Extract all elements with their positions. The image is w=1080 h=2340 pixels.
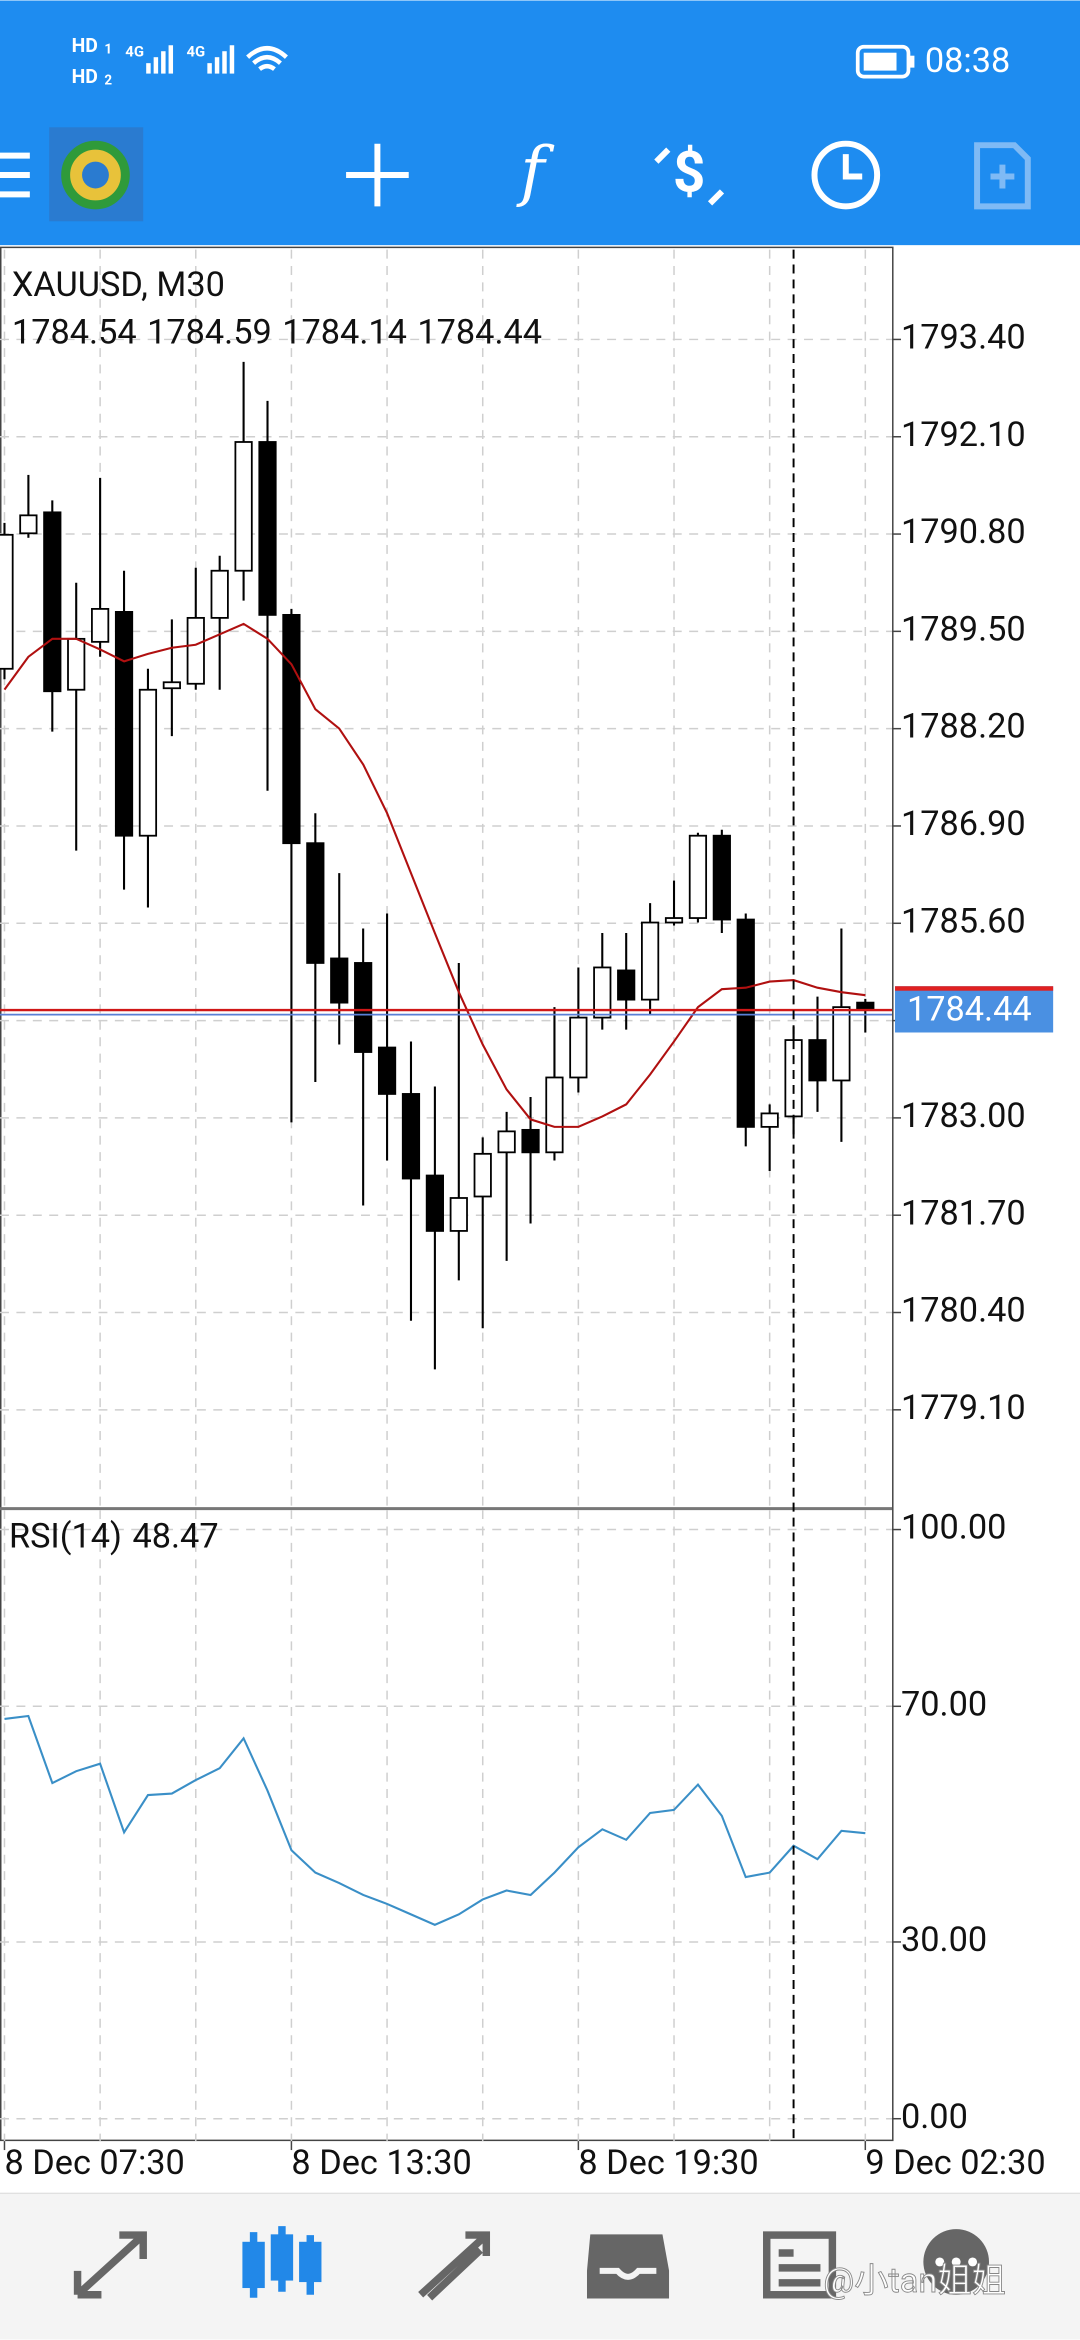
price-tag <box>895 986 1054 1033</box>
trade-button[interactable]: $ <box>654 138 725 205</box>
candle-body <box>330 957 349 1004</box>
toolbar: f $ <box>0 127 1031 222</box>
candle-body <box>234 441 253 572</box>
indicator-name: RSI(14) <box>9 1517 122 1557</box>
nav-settings[interactable] <box>923 2229 990 2295</box>
candle-body <box>449 1197 468 1232</box>
candle-body <box>354 962 373 1053</box>
indicator-value: 48.47 <box>132 1517 218 1557</box>
candle-body <box>521 1128 540 1154</box>
candle-body <box>138 688 158 837</box>
network-label: 4G <box>125 43 144 61</box>
network-label: 2 <box>104 74 112 89</box>
chart-frame <box>0 246 894 2142</box>
menu-button[interactable] <box>0 152 30 198</box>
candle-body <box>425 1174 444 1232</box>
ohlc-close: 1784.44 <box>417 313 542 353</box>
clock: 08:38 <box>925 41 1010 81</box>
plot <box>0 249 893 2142</box>
y-tick-label: 1786.90 <box>901 804 1026 844</box>
candle-body <box>210 569 229 619</box>
x-tick-label: 8 Dec 07:30 <box>4 2143 184 2183</box>
candle-body <box>377 1046 397 1095</box>
y-tick-label: 70.00 <box>901 1684 987 1724</box>
moving-average <box>3 622 866 1128</box>
candle-body <box>162 681 181 690</box>
network-label: 1 <box>104 42 112 57</box>
chart-title: XAUUSD, M30 <box>12 265 225 305</box>
ohlc-open: 1784.54 <box>12 313 137 353</box>
candle-body <box>832 1006 851 1082</box>
candle-body <box>808 1039 827 1082</box>
y-tick-label: 1792.10 <box>901 415 1026 455</box>
candle-body <box>43 511 62 693</box>
candle-body <box>569 1016 588 1079</box>
ohlc-header: 1784.54 1784.59 1784.14 1784.44 <box>12 313 542 353</box>
indicator-line <box>4 1714 866 1926</box>
candle-body <box>688 834 708 919</box>
app-bar <box>0 0 1080 246</box>
x-tick-label: 9 Dec 02:30 <box>865 2143 1045 2183</box>
indicator-title: RSI(14) 48.47 <box>9 1517 219 1557</box>
candle-body <box>91 608 110 643</box>
x-tick-label: 8 Dec 19:30 <box>578 2143 758 2183</box>
candle-body <box>545 1076 564 1154</box>
y-tick-label: 1785.60 <box>901 901 1026 941</box>
nav-icons <box>73 2226 990 2301</box>
ohlc-high: 1784.59 <box>147 313 272 353</box>
crosshair-button[interactable] <box>346 143 409 207</box>
candle-body <box>401 1093 421 1180</box>
bottom-nav <box>0 2193 1080 2340</box>
svg-text:$: $ <box>673 138 706 205</box>
network-label: 4G <box>186 43 205 61</box>
y-tick-label: 1789.50 <box>901 609 1026 649</box>
candle-body <box>0 533 14 670</box>
y-tick-label: 1793.40 <box>901 317 1026 357</box>
app-logo <box>49 127 144 222</box>
candle-body <box>19 514 38 535</box>
status-icons: HD 1 HD 2 4G 4G <box>72 34 915 89</box>
candle-body <box>258 441 277 616</box>
nav-chart[interactable] <box>242 2226 322 2298</box>
candle-body <box>114 611 134 837</box>
price-tag-label: 1784.44 <box>907 990 1032 1030</box>
candle-body <box>306 842 325 964</box>
y-tick-label: 1788.20 <box>901 707 1026 747</box>
y-tick-label: 0.00 <box>901 2097 968 2137</box>
candle-body <box>736 918 755 1128</box>
y-tick-label: 1780.40 <box>901 1291 1026 1331</box>
candle-body <box>282 613 301 845</box>
nav-quotes[interactable] <box>73 2231 147 2299</box>
candle-body <box>641 921 660 1001</box>
period-button[interactable] <box>811 140 881 210</box>
y-tick-label: 100.00 <box>901 1508 1006 1548</box>
nav-trade[interactable] <box>418 2231 491 2301</box>
candle-body <box>67 637 86 691</box>
y-tick-label: 30.00 <box>901 1920 987 1960</box>
candle-body <box>593 966 612 1019</box>
nav-history[interactable] <box>586 2234 670 2299</box>
new-order-button[interactable] <box>974 142 1031 210</box>
price-tag-edge <box>895 986 1054 991</box>
network-label: HD <box>72 65 98 88</box>
candle-body <box>712 834 731 921</box>
candle-body <box>473 1152 492 1198</box>
watermark: @小tan姐姐 <box>823 2261 1006 2301</box>
y-tick-label: 1779.10 <box>901 1388 1026 1428</box>
y-tick-label: 1783.00 <box>901 1096 1026 1136</box>
candle-body <box>664 917 684 924</box>
network-label: HD <box>72 34 98 57</box>
candle-body <box>760 1112 779 1128</box>
ohlc-low: 1784.14 <box>282 313 407 353</box>
candle-body <box>497 1130 516 1154</box>
candle-body <box>617 969 636 1001</box>
candle-body <box>186 616 205 685</box>
y-tick-label: 1781.70 <box>901 1193 1026 1233</box>
nav-news[interactable] <box>763 2231 837 2299</box>
x-tick-label: 8 Dec 13:30 <box>291 2143 471 2183</box>
y-tick-label: 1790.80 <box>901 512 1026 552</box>
